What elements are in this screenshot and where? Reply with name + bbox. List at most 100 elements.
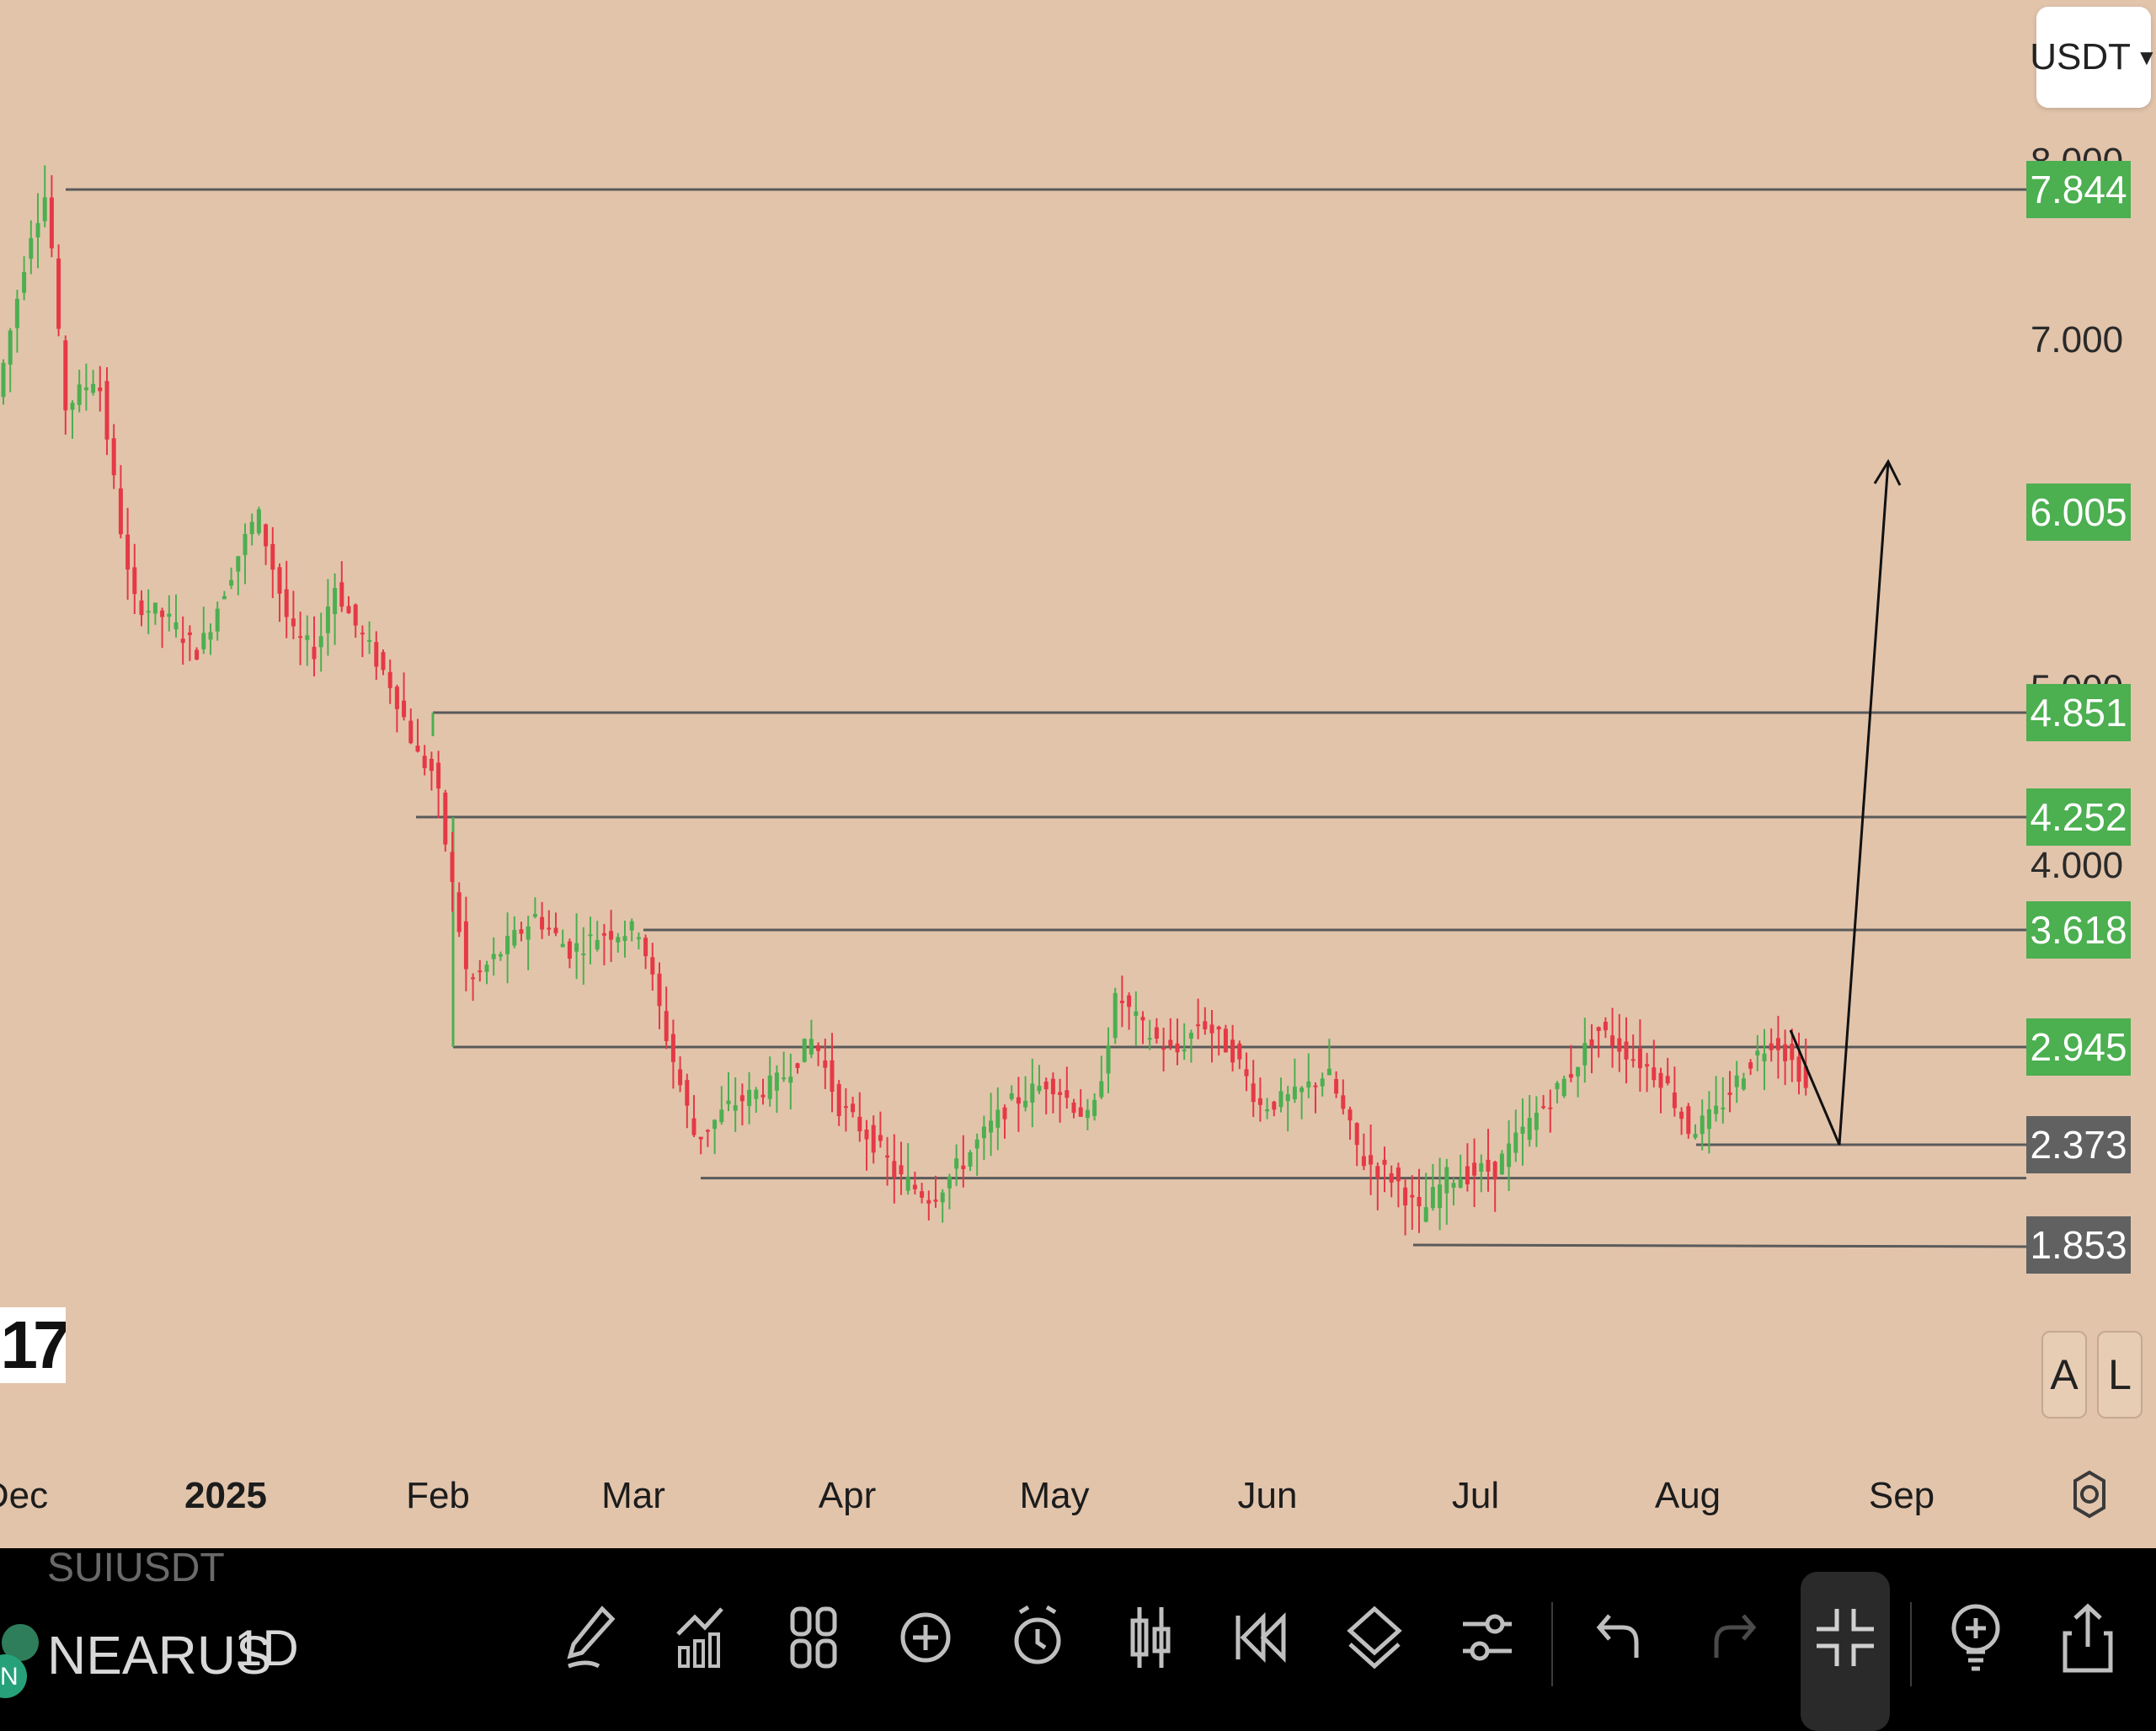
candle-body	[1182, 1050, 1187, 1052]
time-tick-label: Feb	[406, 1475, 470, 1516]
indicators-icon[interactable]	[667, 1604, 734, 1671]
axis-settings-icon[interactable]	[2073, 1470, 2105, 1519]
time-tick-label: 2025	[184, 1475, 267, 1516]
candle-body	[1037, 1085, 1042, 1092]
candle-body	[1492, 1162, 1497, 1180]
candle-body	[878, 1135, 883, 1141]
candle-body	[1292, 1087, 1297, 1100]
candle-body	[1223, 1028, 1228, 1053]
candle-body	[1568, 1074, 1573, 1078]
candle-body	[1203, 1021, 1208, 1030]
candle-body	[553, 927, 558, 933]
candle-body	[1050, 1078, 1055, 1095]
candle-body	[8, 330, 13, 365]
candle-body	[139, 600, 144, 616]
candle-body	[339, 582, 344, 607]
candle-body	[1624, 1041, 1629, 1060]
currency-label: USDT	[2030, 36, 2132, 77]
templates-icon[interactable]	[780, 1604, 847, 1671]
candle-body	[616, 937, 621, 943]
level-tag	[2026, 484, 2131, 541]
level-tag	[2026, 901, 2131, 959]
candle-body	[1251, 1083, 1256, 1103]
auto-scale-button[interactable]: A	[2041, 1331, 2087, 1418]
candle-body	[1610, 1035, 1615, 1046]
collapse-icon[interactable]	[1812, 1604, 1879, 1671]
pencil-icon[interactable]	[558, 1604, 625, 1671]
candle-body	[1748, 1062, 1753, 1069]
candle-body	[920, 1191, 925, 1198]
idea-icon[interactable]	[1942, 1604, 2009, 1671]
symbol-button[interactable]: NEARUS	[47, 1625, 272, 1686]
candle-body	[947, 1176, 952, 1189]
level-lines[interactable]	[66, 188, 2027, 1248]
candle-body	[1119, 1001, 1124, 1003]
candle-body	[1188, 1033, 1193, 1039]
candle-body	[180, 638, 185, 644]
candle-body	[1375, 1166, 1380, 1178]
candle-body	[526, 926, 531, 940]
chevron-down-icon: ▼	[2136, 44, 2156, 70]
time-tick-label: Apr	[819, 1475, 876, 1516]
currency-selector[interactable]: USDT ▼	[2030, 7, 2156, 108]
undo-icon[interactable]	[1587, 1604, 1654, 1671]
candle-body	[567, 941, 572, 959]
redo-icon[interactable]	[1699, 1604, 1766, 1671]
candle-body	[1043, 1082, 1049, 1090]
candle-body	[49, 197, 54, 248]
interval-button[interactable]: 1D	[234, 1620, 299, 1676]
candle-body	[532, 914, 537, 917]
layers-icon[interactable]	[1341, 1604, 1408, 1671]
candle-body	[152, 602, 157, 614]
candle-body	[1389, 1173, 1394, 1183]
candle-body	[450, 852, 455, 883]
candle-body	[981, 1126, 986, 1139]
candle-body	[1714, 1105, 1719, 1114]
candle-body	[478, 970, 483, 973]
candle-body	[691, 1118, 696, 1135]
log-scale-button[interactable]: L	[2097, 1331, 2143, 1418]
candle-body	[1127, 995, 1132, 1007]
candle-body	[1617, 1038, 1622, 1052]
candle-body	[1734, 1075, 1739, 1087]
candle-body	[1272, 1101, 1277, 1110]
candle-body	[1486, 1159, 1491, 1172]
candle-body	[98, 387, 103, 392]
add-icon[interactable]	[892, 1604, 959, 1671]
bar-style-icon[interactable]	[1117, 1604, 1184, 1671]
alert-icon[interactable]	[1004, 1604, 1071, 1671]
candle-body	[560, 943, 565, 948]
candle-body	[1769, 1043, 1774, 1050]
candle-body	[221, 596, 227, 600]
candle-body	[754, 1089, 759, 1099]
candle-body	[1706, 1109, 1711, 1130]
candle-body	[892, 1161, 897, 1178]
projection-arrow[interactable]	[1789, 458, 1902, 1146]
collapse-button[interactable]	[1801, 1572, 1890, 1731]
share-icon[interactable]	[2054, 1603, 2121, 1673]
settings-icon[interactable]	[1454, 1604, 1521, 1671]
candle-body	[1796, 1056, 1801, 1082]
candle-body	[1023, 1100, 1028, 1108]
candle-body	[636, 937, 641, 939]
level-tag-label: 3.618	[2030, 908, 2127, 952]
candle-body	[1589, 1039, 1594, 1046]
candle-body	[360, 633, 365, 635]
candle-body	[312, 646, 317, 660]
level-tag-label: 6.005	[2030, 490, 2127, 534]
candle-body	[491, 954, 496, 959]
time-tick-label: Jul	[1452, 1475, 1499, 1516]
candle-body	[726, 1100, 731, 1104]
candle-body	[394, 687, 399, 709]
replay-icon[interactable]	[1229, 1604, 1296, 1671]
candle-body	[912, 1184, 917, 1189]
projection-path	[1789, 461, 1890, 1146]
candles	[1, 165, 1808, 1236]
toolbar-divider	[1551, 1602, 1553, 1686]
candle-body	[601, 932, 606, 936]
candle-body	[1451, 1183, 1456, 1188]
candle-body	[173, 622, 179, 630]
candle-body	[1278, 1091, 1283, 1108]
